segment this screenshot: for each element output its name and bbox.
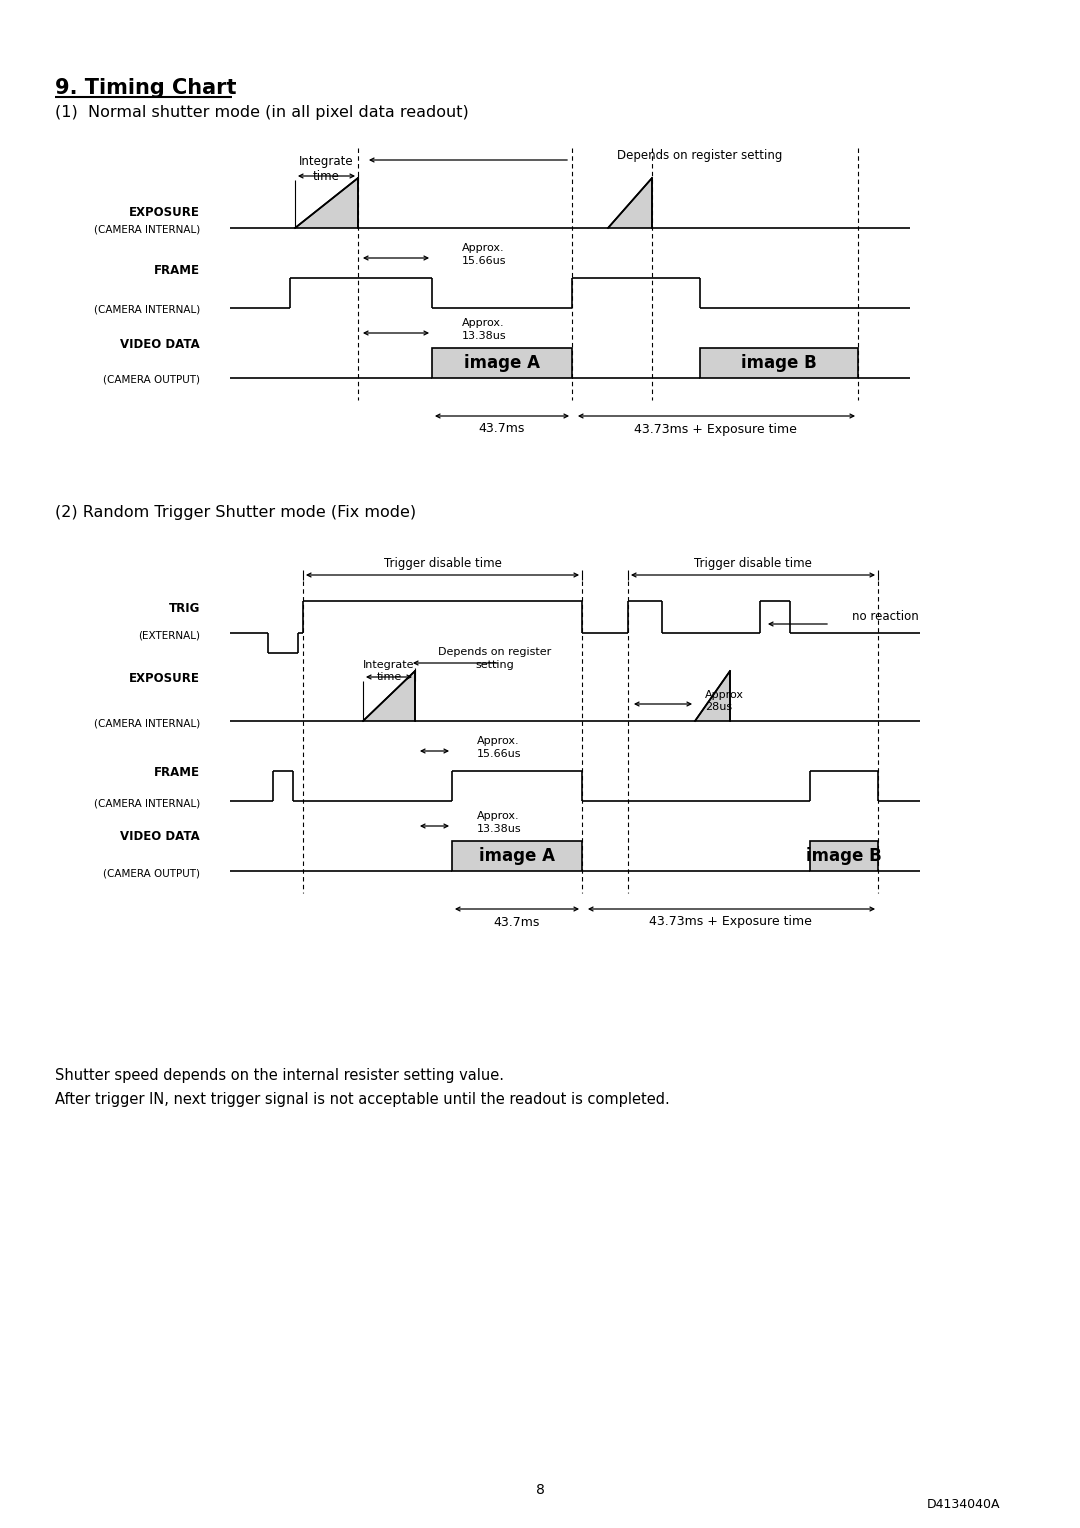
Text: 43.7ms: 43.7ms	[494, 915, 540, 929]
Bar	[810, 840, 878, 871]
Text: image A: image A	[480, 847, 555, 865]
Text: Approx.: Approx.	[462, 318, 504, 329]
Text: (CAMERA INTERNAL): (CAMERA INTERNAL)	[94, 718, 200, 727]
Text: (CAMERA OUTPUT): (CAMERA OUTPUT)	[103, 868, 200, 879]
Text: (1)  Normal shutter mode (in all pixel data readout): (1) Normal shutter mode (in all pixel da…	[55, 105, 469, 121]
Text: Approx.: Approx.	[477, 736, 519, 746]
Text: 43.7ms: 43.7ms	[478, 423, 525, 435]
Bar	[453, 840, 582, 871]
Text: setting: setting	[475, 660, 514, 669]
Text: (EXTERNAL): (EXTERNAL)	[138, 630, 200, 640]
Text: time: time	[313, 170, 340, 182]
Text: Shutter speed depends on the internal resister setting value.: Shutter speed depends on the internal re…	[55, 1068, 504, 1083]
Text: 13.38us: 13.38us	[477, 824, 522, 834]
Polygon shape	[608, 177, 652, 228]
Text: EXPOSURE: EXPOSURE	[130, 672, 200, 686]
Bar	[432, 348, 572, 377]
Text: Integrate: Integrate	[363, 660, 415, 669]
Text: 43.73ms + Exposure time: 43.73ms + Exposure time	[649, 915, 811, 929]
Text: 9. Timing Chart: 9. Timing Chart	[55, 78, 237, 98]
Text: VIDEO DATA: VIDEO DATA	[120, 338, 200, 350]
Text: 13.38us: 13.38us	[462, 332, 507, 341]
Polygon shape	[295, 177, 357, 228]
Text: D4134040A: D4134040A	[927, 1499, 1000, 1511]
Text: Trigger disable time: Trigger disable time	[383, 556, 501, 570]
Text: 43.73ms + Exposure time: 43.73ms + Exposure time	[634, 423, 796, 435]
Text: Approx: Approx	[705, 691, 744, 700]
Text: Trigger disable time: Trigger disable time	[694, 556, 812, 570]
Text: image B: image B	[741, 354, 816, 371]
Text: (CAMERA OUTPUT): (CAMERA OUTPUT)	[103, 374, 200, 385]
Text: (CAMERA INTERNAL): (CAMERA INTERNAL)	[94, 798, 200, 808]
Text: image B: image B	[806, 847, 882, 865]
Text: 8: 8	[536, 1484, 544, 1497]
Text: Depends on register setting: Depends on register setting	[618, 148, 783, 162]
Text: Approx.: Approx.	[477, 811, 519, 821]
Text: (CAMERA INTERNAL): (CAMERA INTERNAL)	[94, 225, 200, 235]
Text: Integrate: Integrate	[299, 156, 354, 168]
Text: Depends on register: Depends on register	[438, 646, 552, 657]
Text: (CAMERA INTERNAL): (CAMERA INTERNAL)	[94, 306, 200, 315]
Text: FRAME: FRAME	[154, 767, 200, 779]
Text: EXPOSURE: EXPOSURE	[130, 206, 200, 220]
Text: Approx.: Approx.	[462, 243, 504, 254]
Text: no reaction: no reaction	[852, 611, 919, 623]
Text: 28us: 28us	[705, 701, 732, 712]
Bar	[700, 348, 858, 377]
Text: image A: image A	[464, 354, 540, 371]
Text: TRIG: TRIG	[168, 602, 200, 616]
Text: (2) Random Trigger Shutter mode (Fix mode): (2) Random Trigger Shutter mode (Fix mod…	[55, 504, 416, 520]
Polygon shape	[363, 671, 415, 721]
Text: After trigger IN, next trigger signal is not acceptable until the readout is com: After trigger IN, next trigger signal is…	[55, 1093, 670, 1106]
Polygon shape	[696, 671, 730, 721]
Text: time: time	[376, 672, 402, 681]
Text: VIDEO DATA: VIDEO DATA	[120, 831, 200, 843]
Text: FRAME: FRAME	[154, 263, 200, 277]
Text: 15.66us: 15.66us	[462, 257, 507, 266]
Text: 15.66us: 15.66us	[477, 749, 522, 759]
